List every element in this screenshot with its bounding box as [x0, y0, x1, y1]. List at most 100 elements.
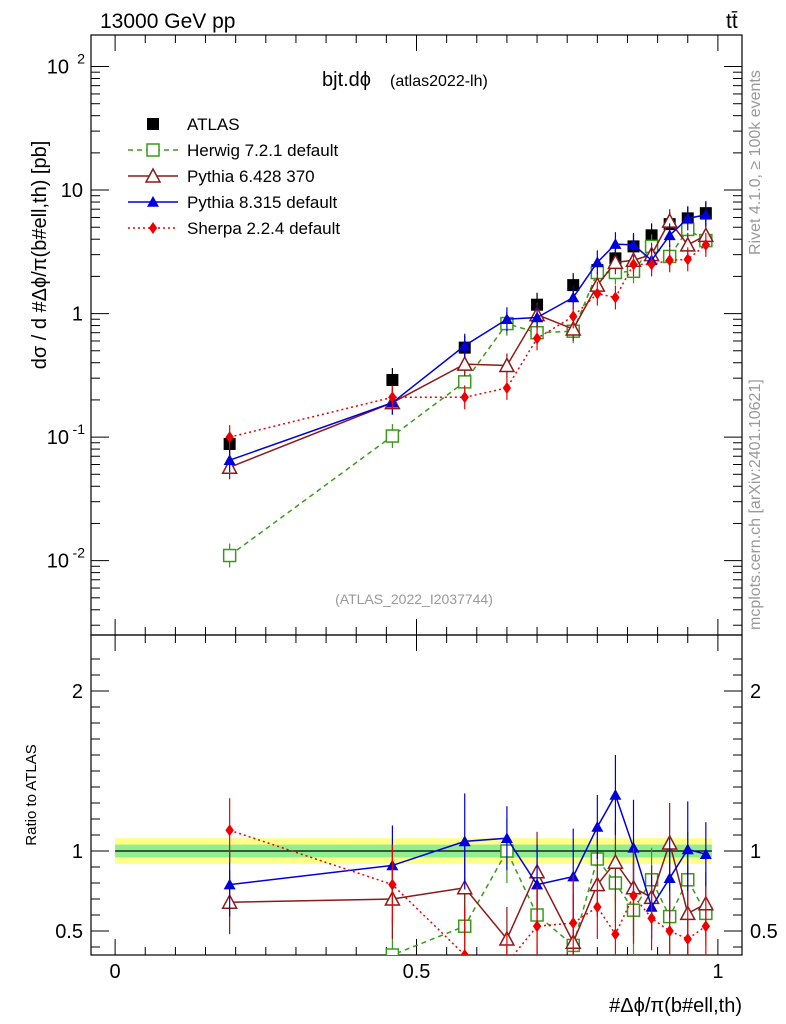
data-point	[629, 258, 638, 271]
data-point	[223, 878, 236, 890]
legend-label: Sherpa 2.2.4 default	[187, 219, 340, 238]
data-point	[665, 925, 674, 937]
data-point	[591, 821, 604, 832]
data-point	[531, 311, 544, 323]
legend-entry: Pythia 6.428 370	[128, 167, 315, 186]
legend-entry: Herwig 7.2.1 default	[128, 141, 338, 160]
data-point	[146, 143, 160, 157]
data-point	[385, 948, 400, 955]
data-point	[147, 196, 159, 207]
ratio-y-tick-label: 0.5	[55, 921, 83, 943]
data-point	[607, 853, 624, 869]
data-point	[531, 878, 544, 890]
data-point	[663, 872, 676, 883]
legend-entry: Pythia 8.315 default	[128, 193, 338, 212]
data-point	[386, 373, 399, 386]
y-tick-label: 10	[47, 427, 69, 449]
x-tick-label: 0	[110, 961, 121, 983]
x-tick-label: 1	[712, 961, 723, 983]
data-point	[532, 332, 542, 345]
data-point	[593, 287, 602, 300]
data-point	[388, 878, 397, 891]
series-1	[222, 217, 713, 568]
data-point	[681, 212, 694, 224]
legend-entry: Sherpa 2.2.4 default	[128, 219, 340, 238]
data-point	[663, 229, 676, 241]
plot-title: bjt.dϕ	[322, 69, 371, 91]
legend-label: Pythia 6.428 370	[187, 167, 315, 186]
header-right: tt̄	[726, 10, 738, 33]
y-tick-label: 10	[47, 57, 69, 79]
data-point	[683, 933, 692, 945]
legend: ATLAS Herwig 7.2.1 default Pythia 6.428 37…	[128, 115, 340, 238]
legend-label: Herwig 7.2.1 default	[187, 141, 338, 160]
data-point	[609, 238, 622, 249]
data-point	[681, 843, 694, 855]
data-point	[388, 391, 397, 404]
ratio-y-tick-label: 2	[72, 681, 83, 703]
ratio-series	[221, 755, 715, 997]
legend-entry: ATLAS	[147, 115, 240, 134]
data-point	[148, 222, 158, 234]
ratio-y-tick-label-right: 2	[750, 681, 761, 703]
y-tick-label-exp: -2	[73, 545, 86, 561]
data-point	[147, 118, 159, 130]
data-point	[609, 789, 622, 800]
x-axis-label: #Δϕ/π(b#ell,th)	[609, 995, 742, 1017]
data-point	[225, 431, 234, 444]
data-point	[569, 917, 578, 929]
ratio-plot: 0.5 0.5 1 1 2 2 0 0.5 1	[55, 634, 778, 997]
data-point	[701, 238, 711, 251]
data-point	[699, 208, 712, 220]
data-point	[593, 901, 602, 913]
data-point	[611, 928, 620, 941]
data-point	[456, 355, 473, 371]
y-tick-label-exp: -1	[73, 421, 86, 437]
y-axis-label-text: dσ / d #Δϕ/π(b#ell,th) [pb]	[29, 141, 51, 370]
y-tick-label: 10	[61, 180, 83, 202]
data-point	[647, 912, 656, 925]
y-tick-label: 10	[47, 551, 69, 573]
y-tick-label: 1	[72, 304, 83, 326]
data-point	[607, 253, 624, 270]
data-point	[224, 985, 236, 997]
data-point	[569, 310, 578, 323]
data-point	[611, 291, 620, 304]
data-point	[144, 167, 162, 183]
ratio-uncertainty-band	[115, 838, 712, 864]
data-point	[564, 320, 582, 336]
main-series	[221, 201, 715, 568]
ratio-series-3	[225, 798, 711, 969]
data-point	[502, 381, 512, 394]
data-point	[567, 279, 580, 292]
data-point	[223, 454, 236, 466]
data-point	[701, 920, 711, 933]
ratio-y-tick-label: 1	[72, 841, 83, 863]
ratio-y-tick-label-right: 1	[750, 841, 761, 863]
data-point	[498, 356, 516, 373]
plot-subtitle: (atlas2022-lh)	[390, 73, 488, 90]
data-point	[647, 258, 656, 271]
data-point	[627, 841, 640, 853]
data-point	[627, 238, 640, 250]
data-point	[665, 254, 674, 267]
data-point	[532, 920, 542, 933]
data-point	[503, 957, 511, 969]
analysis-id: (ATLAS_2022_I2037744)	[335, 591, 493, 607]
legend-label: ATLAS	[187, 115, 240, 134]
ratio-y-tick-label-right: 0.5	[750, 921, 778, 943]
data-point	[458, 835, 471, 847]
ratio-series-1	[221, 803, 715, 955]
series-4	[225, 232, 711, 450]
ratio-plot-frame	[90, 634, 743, 956]
data-point	[458, 339, 471, 351]
series-line	[229, 228, 707, 557]
header-left: 13000 GeV pp	[100, 10, 235, 33]
data-point	[460, 949, 469, 955]
data-point	[629, 889, 638, 902]
y-tick-label-exp: 2	[77, 51, 85, 67]
data-point	[222, 548, 237, 563]
data-point	[591, 256, 604, 268]
